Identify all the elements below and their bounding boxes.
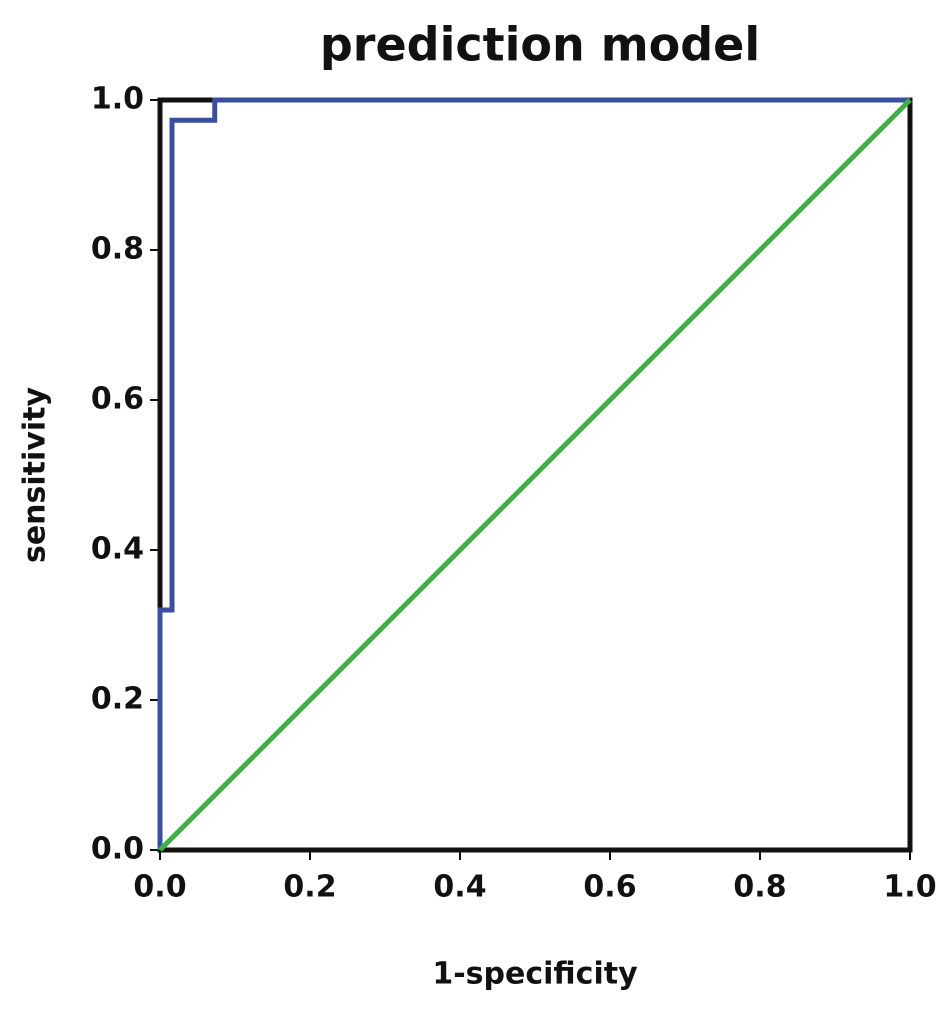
y-axis-label: sensitivity (18, 387, 53, 564)
y-tick-label: 0.6 (91, 382, 144, 417)
y-tick-label: 0.4 (91, 532, 144, 567)
y-tick-label: 0.8 (91, 232, 144, 267)
chart-title: prediction model (320, 18, 760, 72)
x-tick-label: 1.0 (883, 870, 936, 905)
series-line (157, 97, 910, 850)
x-tick-label: 0.2 (283, 870, 336, 905)
x-axis-label: 1-specificity (432, 957, 638, 992)
x-tick-label: 0.0 (133, 870, 186, 905)
y-tick-label: 0.2 (91, 682, 144, 717)
y-tick-label: 1.0 (91, 82, 144, 117)
x-tick-label: 0.6 (583, 870, 636, 905)
x-tick-label: 0.4 (433, 870, 486, 905)
x-tick-label: 0.8 (733, 870, 786, 905)
series-line (158, 98, 912, 852)
y-tick-label: 0.0 (91, 832, 144, 867)
